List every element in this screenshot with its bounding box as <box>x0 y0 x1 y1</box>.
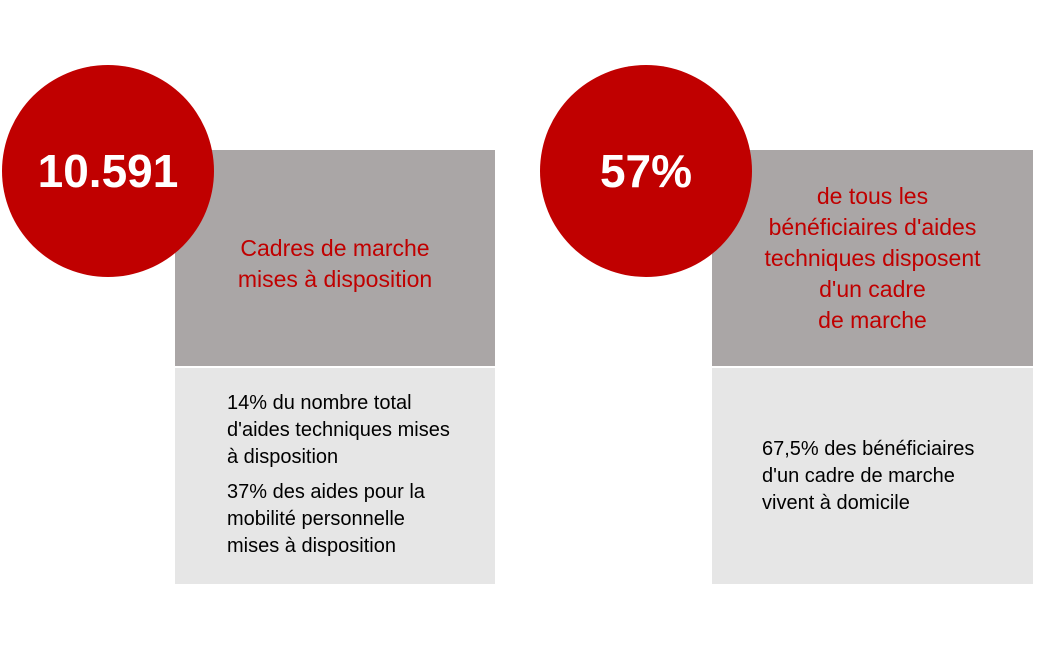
card-1-detail-line: à disposition <box>227 446 339 468</box>
card-1-heading: Cadres de marche mises à disposition <box>238 221 432 295</box>
card-2-detail-box: 67,5% des bénéficiaires d'un cadre de ma… <box>712 368 1033 584</box>
card-2-detail-line: vivent à domicile <box>762 492 910 514</box>
card-1-heading-line: mises à disposition <box>237 266 433 292</box>
card-2-heading-line: de tous les <box>816 182 929 209</box>
card-1-detail-1: 14% du nombre total d'aides techniques m… <box>227 390 477 471</box>
card-1-heading-line: Cadres de marche <box>240 235 430 261</box>
card-1-detail-2: 37% des aides pour la mobilité personnel… <box>227 479 477 560</box>
card-2-heading-line: bénéficiaires d'aides <box>768 213 977 240</box>
card-1-detail-box: 14% du nombre total d'aides techniques m… <box>175 368 495 584</box>
card-2-heading-line: d'un cadre <box>819 275 926 302</box>
card-2-detail-line: 67,5% des bénéficiaires <box>762 438 975 460</box>
card-1-big-value: 10.591 <box>37 145 179 197</box>
card-2-detail-line: d'un cadre de marche <box>762 465 955 487</box>
card-2-detail-1: 67,5% des bénéficiaires d'un cadre de ma… <box>762 436 1015 517</box>
card-1-detail-line: 37% des aides pour la <box>227 481 425 503</box>
card-2-value-circle: 57% <box>540 65 752 277</box>
card-2-heading-line: de marche <box>818 306 927 333</box>
card-2-heading-box: de tous les bénéficiaires d'aides techni… <box>712 150 1033 366</box>
card-2-heading: de tous les bénéficiaires d'aides techni… <box>764 181 980 336</box>
card-1-detail-line: d'aides techniques mises <box>227 419 450 441</box>
card-1-detail-line: 14% du nombre total <box>227 392 412 414</box>
card-2-heading-line: techniques disposent <box>764 244 981 271</box>
card-1-detail-line: mises à disposition <box>227 535 396 557</box>
card-1-detail-line: mobilité personnelle <box>227 508 405 530</box>
card-1-value-circle: 10.591 <box>2 65 214 277</box>
card-2-big-value: 57% <box>599 145 693 197</box>
card-1-heading-box: Cadres de marche mises à disposition <box>175 150 495 366</box>
